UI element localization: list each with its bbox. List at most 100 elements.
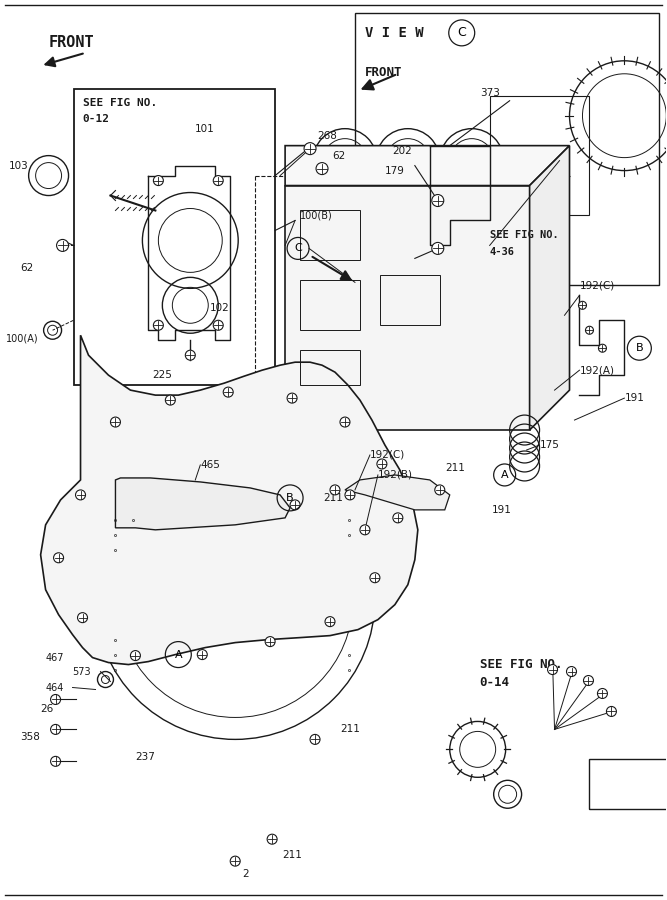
Circle shape [51,695,61,705]
Circle shape [310,734,320,744]
Circle shape [213,176,223,185]
Circle shape [330,485,340,495]
Text: 0-14: 0-14 [480,676,510,689]
Circle shape [287,393,297,403]
Text: 0-12: 0-12 [83,113,109,123]
Text: 4-36: 4-36 [490,248,515,257]
Bar [355,13,659,285]
Text: 465: 465 [200,460,220,470]
Text: 100(A): 100(A) [6,333,38,343]
Text: 103: 103 [9,160,29,171]
Circle shape [598,688,608,698]
Circle shape [325,616,335,626]
Text: SEE FIG NO.: SEE FIG NO. [490,230,558,240]
Text: 26: 26 [41,705,54,715]
Bar [300,211,360,260]
Circle shape [57,239,69,251]
Text: 192(B): 192(B) [378,470,413,480]
Circle shape [53,553,63,562]
Text: SEE FIG NO.: SEE FIG NO. [83,98,157,108]
Text: 62: 62 [332,150,346,160]
Bar [590,760,667,809]
Circle shape [578,302,586,310]
Text: FRONT: FRONT [365,67,402,79]
Text: C: C [294,243,302,254]
Circle shape [153,176,163,185]
Circle shape [111,417,121,427]
Circle shape [598,344,606,352]
Text: 2: 2 [242,869,249,879]
Circle shape [131,651,140,661]
Circle shape [340,417,350,427]
Circle shape [267,834,277,844]
Text: 211: 211 [340,724,360,734]
Text: 202: 202 [392,146,412,156]
Polygon shape [345,475,450,510]
Text: 211: 211 [282,850,302,860]
Text: B: B [636,343,643,353]
Circle shape [345,490,355,500]
Text: B: B [286,493,294,503]
Text: SEE FIG NO.: SEE FIG NO. [480,658,562,671]
Circle shape [265,636,275,646]
Bar [300,281,360,330]
Text: 102: 102 [210,303,230,313]
Polygon shape [115,478,290,530]
Text: 237: 237 [135,752,155,762]
Text: 373: 373 [480,87,500,98]
Text: 573: 573 [73,667,91,677]
Text: 358: 358 [21,733,41,742]
Circle shape [290,500,300,510]
Circle shape [223,387,233,397]
Text: 268: 268 [317,130,337,140]
Text: 62: 62 [21,264,34,274]
Circle shape [370,572,380,582]
Polygon shape [41,335,418,664]
Text: 211: 211 [323,493,343,503]
Text: C: C [458,26,466,40]
Circle shape [393,513,403,523]
Circle shape [304,142,316,155]
Circle shape [432,194,444,206]
Text: 192(A): 192(A) [580,365,614,375]
Text: 211: 211 [445,463,465,473]
Circle shape [165,395,175,405]
Circle shape [185,350,195,360]
Polygon shape [285,146,570,185]
Circle shape [230,856,240,866]
Text: 100(B): 100(B) [300,211,333,220]
Text: 179: 179 [385,166,405,176]
Text: 225: 225 [152,370,172,380]
Circle shape [213,320,223,330]
Circle shape [377,459,387,469]
Text: 101: 101 [195,123,215,134]
Circle shape [586,327,594,334]
Text: 192(C): 192(C) [580,280,615,291]
Text: V I E W: V I E W [365,26,424,40]
Text: 191: 191 [492,505,512,515]
Text: FRONT: FRONT [49,35,94,50]
Text: 191: 191 [624,393,644,403]
Circle shape [51,756,61,766]
Text: 192(C): 192(C) [370,450,405,460]
Bar [285,185,530,430]
Text: 175: 175 [540,440,560,450]
Circle shape [584,676,594,686]
Bar [73,89,275,385]
Circle shape [606,706,616,716]
Circle shape [316,163,328,175]
Circle shape [153,320,163,330]
Circle shape [548,664,558,674]
Circle shape [566,667,576,677]
Circle shape [51,724,61,734]
Circle shape [360,525,370,535]
Polygon shape [530,146,570,430]
Circle shape [75,490,85,500]
Text: 467: 467 [45,652,64,662]
Text: 464: 464 [45,682,64,692]
Text: A: A [501,470,508,480]
Bar [300,350,360,385]
Bar [380,275,440,325]
Circle shape [77,613,87,623]
Text: A: A [175,650,182,660]
